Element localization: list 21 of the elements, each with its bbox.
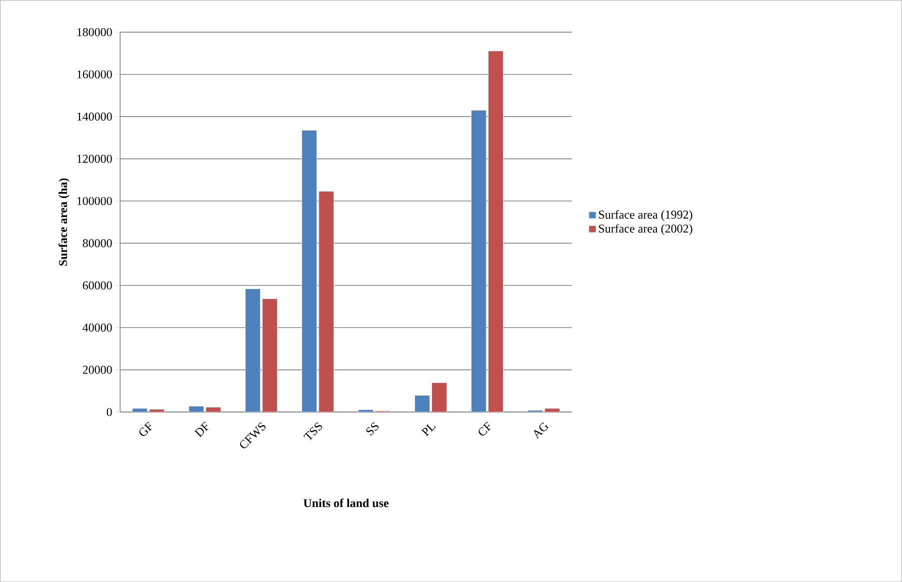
x-axis-title: Units of land use bbox=[304, 498, 389, 508]
y-tick-label: 60000 bbox=[82, 281, 112, 290]
x-tick-label: SS bbox=[366, 422, 379, 436]
y-tick-label: 160000 bbox=[77, 70, 112, 78]
y-tick-label: 0 bbox=[106, 408, 112, 416]
x-tick-label: AG bbox=[534, 422, 548, 439]
y-tick-label: 40000 bbox=[82, 323, 112, 332]
y-tick-label: 120000 bbox=[77, 154, 112, 163]
y-tick-label: 80000 bbox=[82, 239, 112, 248]
y-tick-label: 180000 bbox=[77, 28, 112, 36]
x-tick-label: CF bbox=[478, 422, 491, 436]
y-axis-title: Surface area (ha) bbox=[58, 178, 70, 266]
legend-label: Surface area (2002) bbox=[599, 224, 692, 236]
x-tick-label: PL bbox=[421, 424, 436, 436]
x-tick-label: GF bbox=[139, 422, 152, 436]
legend-label: Surface area (1992) bbox=[599, 210, 692, 222]
y-tick-label: 20000 bbox=[82, 366, 112, 374]
x-tick-label: TSS bbox=[303, 422, 322, 440]
y-tick-label: 100000 bbox=[77, 196, 112, 205]
x-tick-label: DF bbox=[194, 422, 208, 438]
y-tick-label: 140000 bbox=[77, 112, 112, 121]
